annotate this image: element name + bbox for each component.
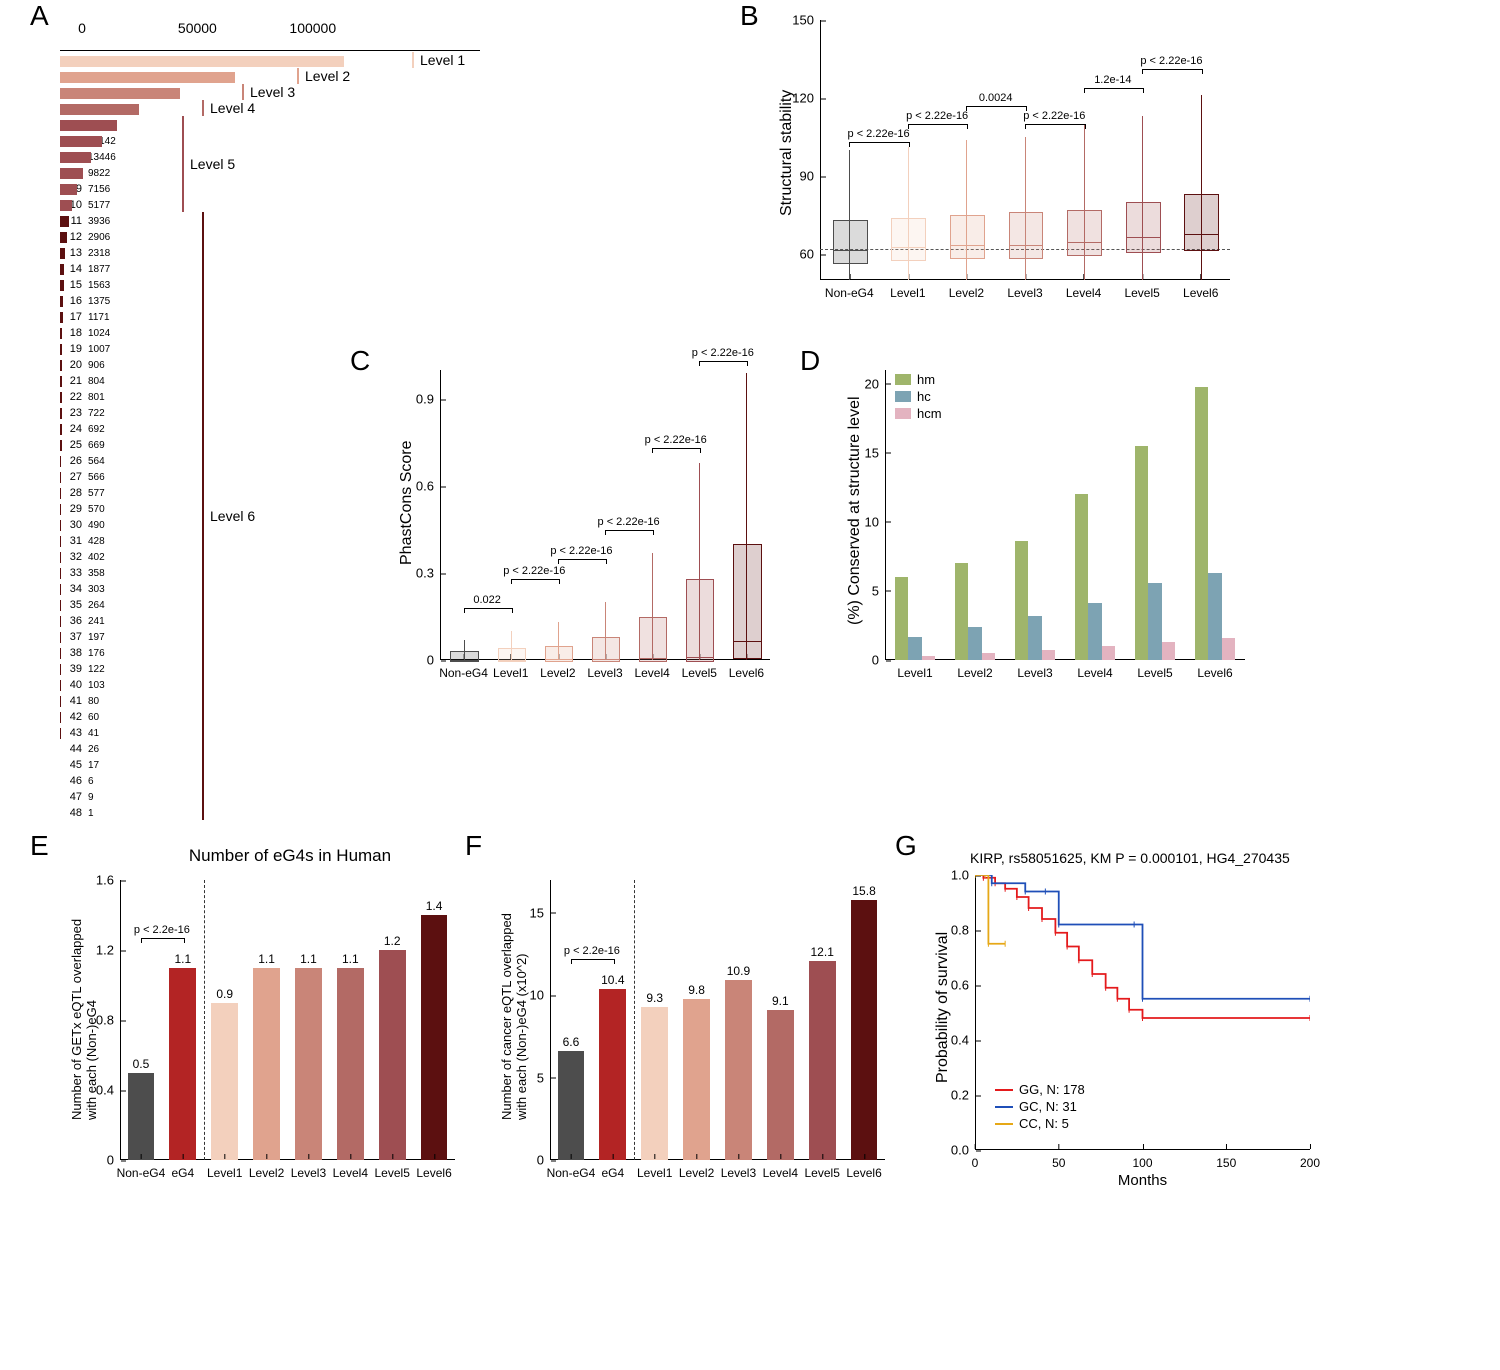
a-row: 4341	[60, 725, 480, 741]
a-row: 4180	[60, 693, 480, 709]
a-row: 151563	[60, 277, 480, 293]
a-row: 141877	[60, 261, 480, 277]
a-row: 275923	[60, 69, 480, 85]
panel-label-B: B	[740, 0, 759, 32]
panel-g: KIRP, rs58051625, KM P = 0.000101, HG4_2…	[920, 850, 1320, 1190]
a-row: 122906	[60, 229, 480, 245]
a-row: 479	[60, 789, 480, 805]
panel-d: 05101520Level1Level2Level3Level4Level5Le…	[830, 360, 1250, 690]
a-row: 713446	[60, 149, 480, 165]
panel-label-D: D	[800, 345, 820, 377]
panel-label-F: F	[465, 830, 482, 862]
panel-e: 00.40.81.21.6Non-eG40.5eG41.1Level10.9Le…	[60, 850, 460, 1190]
a-row: 97156	[60, 181, 480, 197]
a-row: 434440	[60, 101, 480, 117]
a-row: 481	[60, 805, 480, 821]
a-row: 132318	[60, 245, 480, 261]
a-row: 181024	[60, 325, 480, 341]
a-row: 161375	[60, 293, 480, 309]
panel-label-G: G	[895, 830, 917, 862]
panel-c: 00.30.60.9Non-eG4Level1Level2Level3Level…	[380, 360, 780, 690]
panel-label-A: A	[30, 0, 49, 32]
a-row: 89822	[60, 165, 480, 181]
a-row: 191007	[60, 341, 480, 357]
panel-f: 051015Non-eG46.6eG410.4Level19.3Level29.…	[490, 850, 890, 1190]
a-row: 4426	[60, 741, 480, 757]
a-row: 171171	[60, 309, 480, 325]
a-row: 524734	[60, 117, 480, 133]
a-row: 1123150	[60, 53, 480, 69]
panel-label-E: E	[30, 830, 49, 862]
a-row: 4260	[60, 709, 480, 725]
panel-b: 6090120150Non-eG4Level1Level2Level3Level…	[760, 10, 1240, 310]
a-row: 113936	[60, 213, 480, 229]
a-row: 105177	[60, 197, 480, 213]
a-row: 618142	[60, 133, 480, 149]
a-row: 466	[60, 773, 480, 789]
a-row: 4517	[60, 757, 480, 773]
